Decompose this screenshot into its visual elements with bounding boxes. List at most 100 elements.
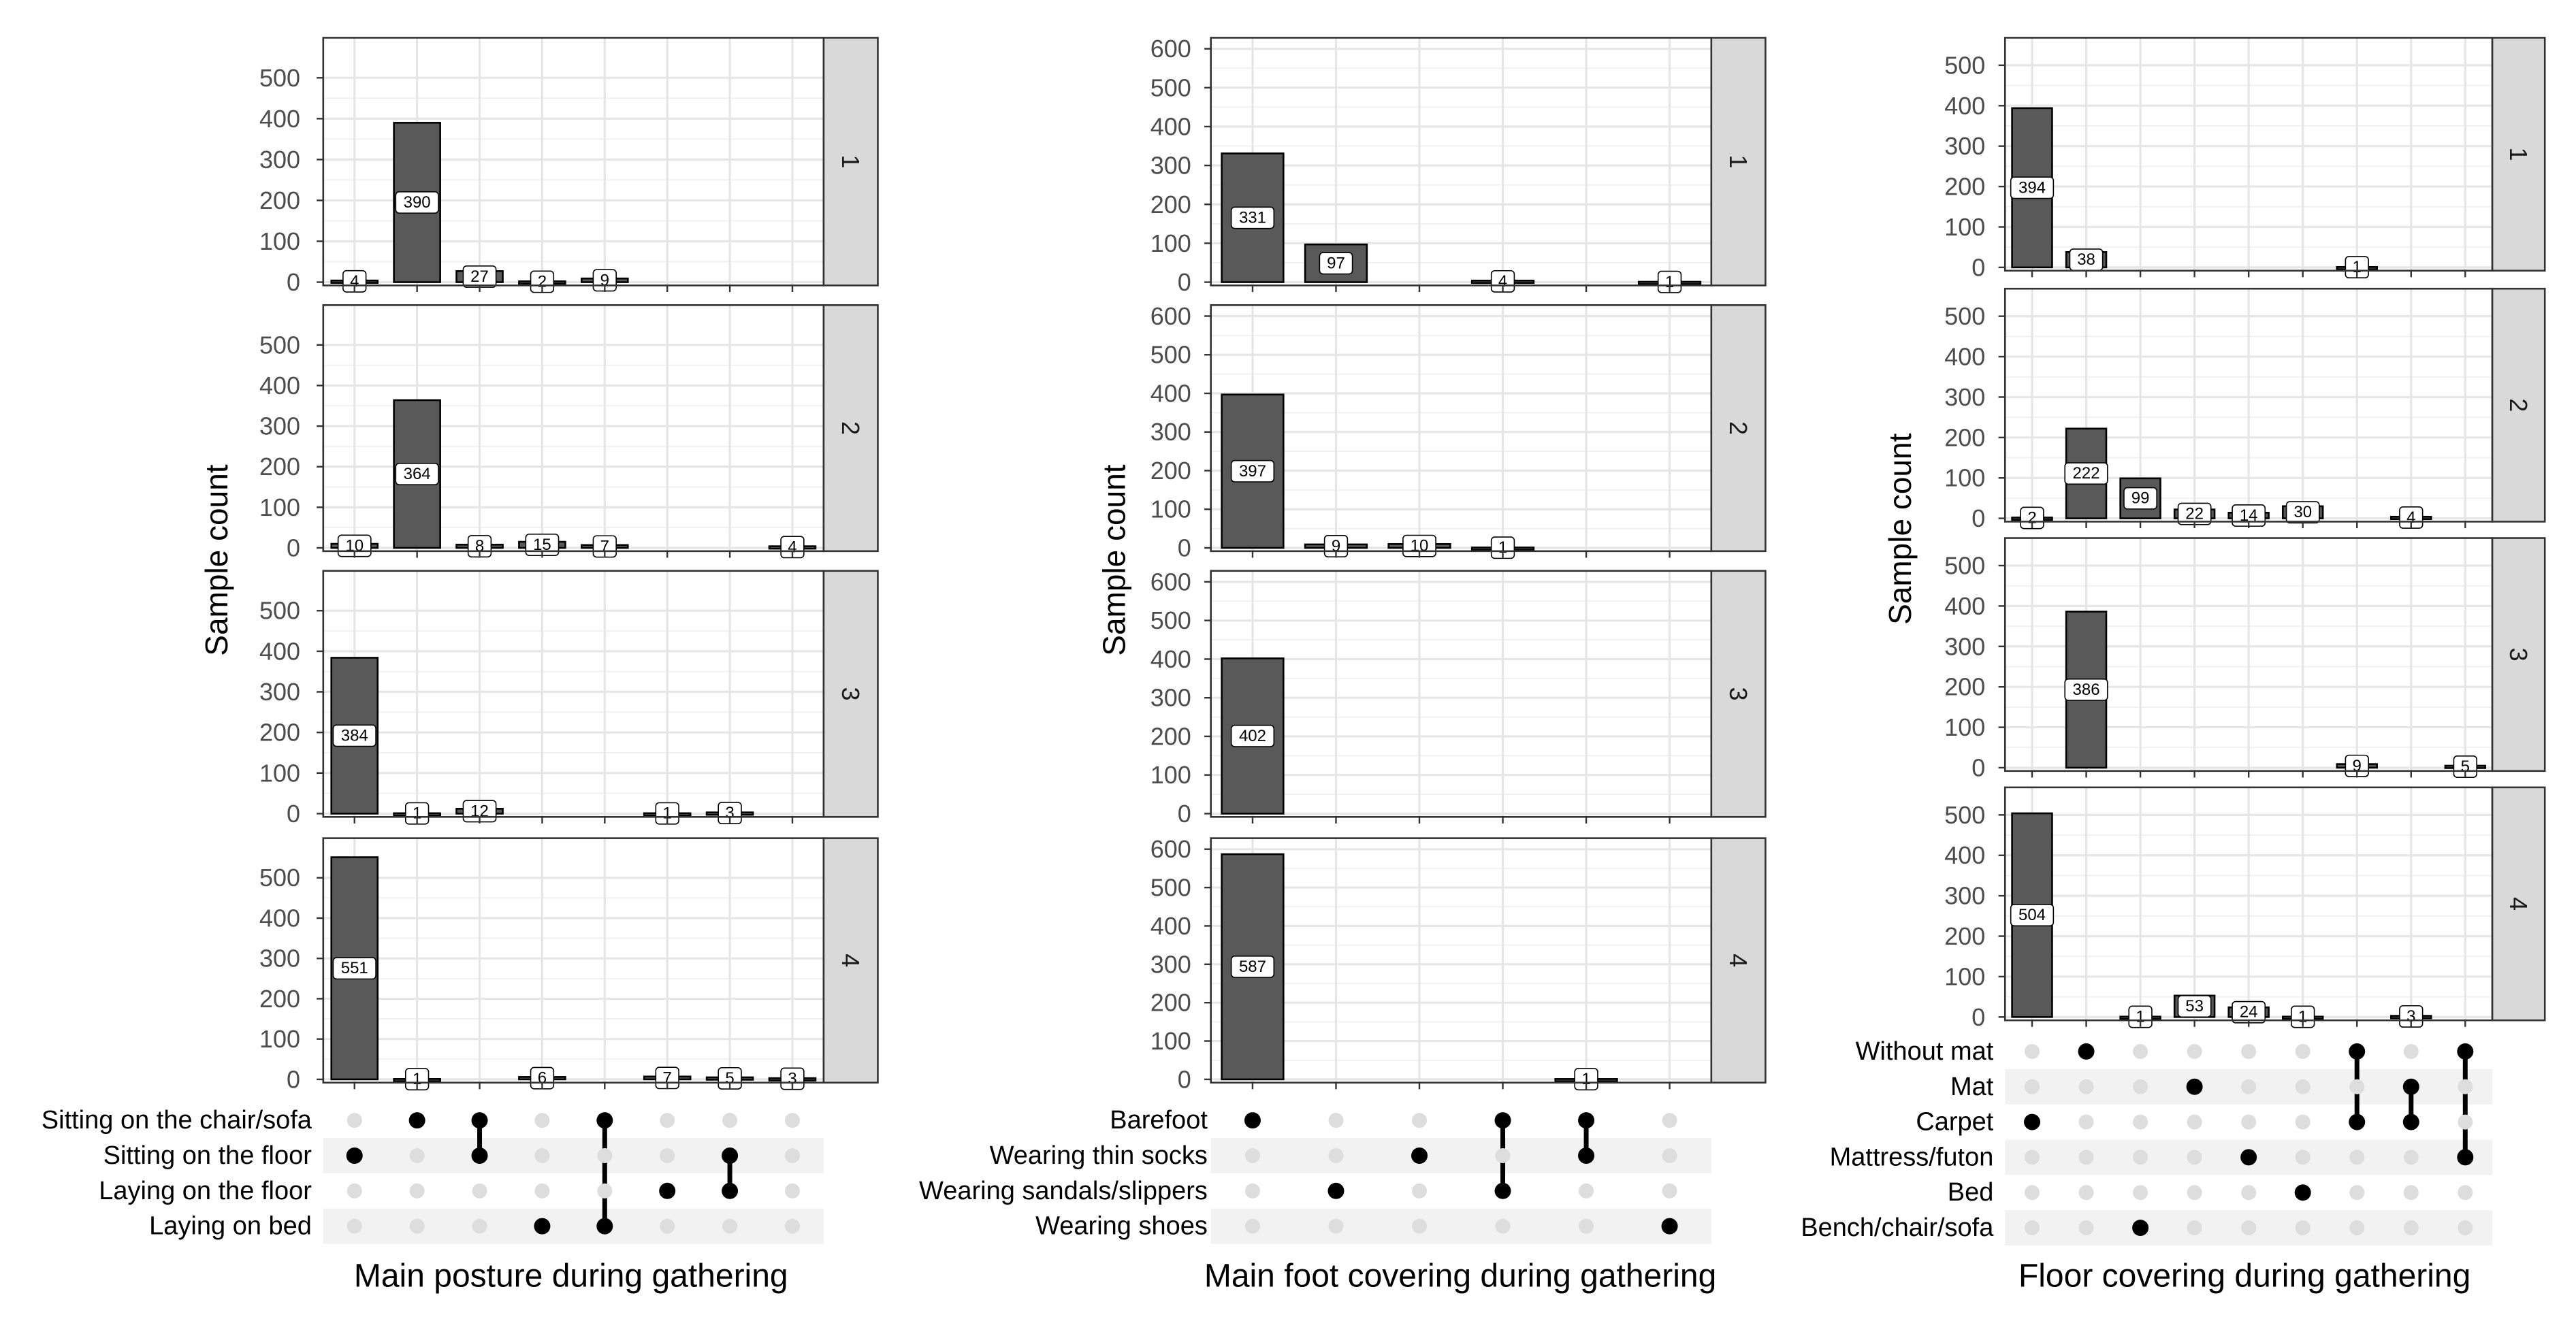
bar-label-box	[1230, 956, 1275, 978]
matrix-dot-empty	[1579, 1218, 1594, 1234]
y-tick-label: 400	[259, 372, 300, 400]
y-tick-label: 500	[1944, 801, 1985, 829]
y-tick-label: 400	[259, 637, 300, 665]
y-axis-label: Sample count	[199, 464, 234, 655]
matrix-dot-empty	[2349, 1220, 2365, 1236]
membership-matrix: Sitting on the chair/sofa Sitting on the …	[42, 1106, 824, 1244]
bar-label-box	[2291, 1005, 2315, 1028]
bar-data-label: 97	[1327, 254, 1345, 272]
matrix-dot-empty	[2403, 1043, 2419, 1059]
matrix-dot-empty	[2241, 1114, 2257, 1130]
matrix-dot-empty	[2458, 1220, 2473, 1236]
matrix-dot-empty	[1662, 1113, 1677, 1128]
bar-label-box	[1230, 724, 1275, 747]
y-tick-label: 200	[259, 985, 300, 1013]
matrix-dot-empty	[1412, 1183, 1428, 1199]
matrix-dot-empty	[409, 1147, 425, 1163]
matrix-dot-empty	[2403, 1185, 2419, 1201]
y-tick-label: 400	[1944, 343, 1985, 371]
bar-data-label: 22	[2185, 505, 2204, 523]
facet-strip	[2491, 786, 2546, 1022]
matrix-dot-empty	[1412, 1113, 1428, 1128]
facet-1: 0 100 200 300 400 500 394 38 1 1	[1944, 37, 2546, 281]
matrix-dot-filled	[2349, 1043, 2366, 1060]
y-tick-label: 400	[1150, 645, 1191, 673]
facet-strip	[1710, 304, 1767, 553]
matrix-dot-empty	[1328, 1113, 1344, 1128]
bar-data-label: 1	[663, 804, 672, 823]
y-tick-label: 100	[259, 227, 300, 255]
y-tick-label: 600	[1150, 568, 1191, 596]
matrix-dot-filled	[2349, 1113, 2366, 1130]
matrix-dot-empty	[660, 1147, 675, 1163]
set-label-sitting-on-the-chair-sofa: Sitting on the chair/sofa	[42, 1106, 312, 1135]
matrix-dot-empty	[2295, 1079, 2311, 1094]
y-tick-label: 200	[259, 719, 300, 747]
matrix-dot-empty	[2133, 1043, 2148, 1059]
membership-matrix: Barefoot Wearing thin socks Wearing sandal…	[919, 1106, 1711, 1244]
bar-data-label: 587	[1239, 958, 1266, 976]
matrix-dot-empty	[2295, 1043, 2311, 1059]
matrix-dot-filled	[2132, 1220, 2149, 1237]
matrix-dot-empty	[2133, 1079, 2148, 1094]
matrix-dot-empty	[2133, 1185, 2148, 1201]
matrix-dot-filled	[346, 1147, 363, 1164]
facet-strip-label: 4	[1724, 954, 1752, 967]
y-tick-label: 0	[1178, 534, 1191, 562]
matrix-dot-empty	[534, 1113, 550, 1128]
facet-background	[1210, 570, 1711, 817]
matrix-dot-empty	[2187, 1043, 2202, 1059]
matrix-row-band	[1210, 1138, 1711, 1173]
y-tick-label: 400	[1944, 592, 1985, 620]
y-tick-label: 100	[1944, 464, 1985, 492]
matrix-dot-empty	[409, 1218, 425, 1234]
bar-label-box	[1657, 270, 1682, 293]
bar-label-box	[655, 802, 679, 825]
bar-label-box	[2345, 256, 2369, 279]
bar-label-box	[1490, 270, 1515, 293]
matrix-dot-empty	[2025, 1150, 2040, 1165]
matrix-dot-empty	[409, 1183, 425, 1199]
facet-strip	[2491, 537, 2546, 772]
bar-data-label: 2	[2027, 509, 2036, 527]
facet-strip-label: 3	[837, 687, 865, 700]
y-tick-label: 100	[1944, 713, 1985, 741]
set-label-mat: Mat	[1950, 1073, 1994, 1101]
facet-strip-label: 1	[837, 154, 865, 168]
y-tick-label: 100	[1150, 495, 1191, 523]
bar-data-label: 1	[2298, 1008, 2307, 1026]
facet-strip-label: 2	[1724, 421, 1752, 435]
bar-data-label: 24	[2240, 1003, 2258, 1022]
matrix-dot-empty	[1662, 1147, 1677, 1163]
y-tick-label: 100	[259, 1025, 300, 1053]
matrix-dot-empty	[2078, 1185, 2094, 1201]
matrix-dot-filled	[659, 1182, 676, 1199]
facet-background	[1210, 838, 1711, 1083]
facet-strip-label: 2	[837, 421, 865, 435]
y-tick-label: 300	[1150, 950, 1191, 978]
y-tick-label: 200	[1150, 191, 1191, 218]
matrix-dot-filled	[1494, 1112, 1511, 1129]
bar-label-box	[2123, 487, 2157, 510]
matrix-dot-empty	[2133, 1114, 2148, 1130]
facet-background	[1210, 37, 1711, 286]
bar-label-box	[2399, 506, 2424, 529]
matrix-dot-empty	[2133, 1150, 2148, 1165]
matrix-dot-empty	[2025, 1079, 2040, 1094]
matrix-dot-empty	[347, 1113, 362, 1128]
y-tick-label: 200	[1944, 922, 1985, 950]
y-tick-label: 500	[1150, 74, 1191, 101]
facet-strip	[822, 37, 879, 287]
matrix-dot-empty	[722, 1218, 738, 1234]
y-tick-label: 0	[1178, 268, 1191, 296]
matrix-dot-filled	[2240, 1149, 2257, 1166]
matrix-dot-empty	[2295, 1150, 2311, 1165]
y-tick-label: 0	[1178, 800, 1191, 828]
matrix-row-band	[1210, 1208, 1711, 1244]
matrix-dot-empty	[2078, 1079, 2094, 1094]
set-label-bench-chair-sofa: Bench/chair/sofa	[1801, 1214, 1994, 1242]
